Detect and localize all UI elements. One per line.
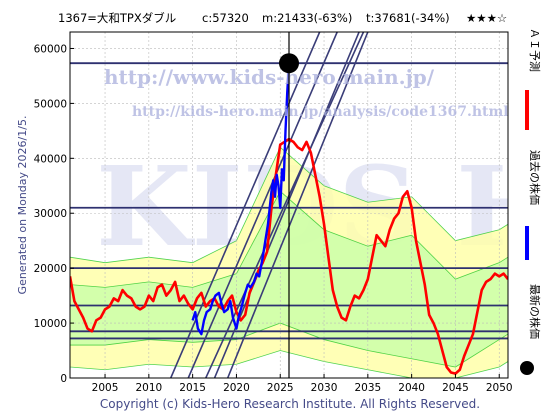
legend-label-latest: 最新の株価 <box>528 284 542 339</box>
header-target: t:37681(-34%) <box>366 11 450 25</box>
latest-price-marker <box>279 53 299 74</box>
x-tick-label: 2010 <box>135 382 162 394</box>
y-tick-label: 40000 <box>34 153 67 165</box>
x-tick-label: 2025 <box>267 382 294 394</box>
series-history-line <box>191 63 291 336</box>
x-tick-label: 2050 <box>486 382 513 394</box>
x-tick-label: 2005 <box>92 382 119 394</box>
y-tick-label: 20000 <box>34 263 67 275</box>
x-tick-label: 2015 <box>179 382 206 394</box>
header-code-name: 1367=大和TPXダブル <box>58 11 176 25</box>
watermark-page: http://kids-hero.main.jp/analysis/code13… <box>132 104 509 120</box>
y-tick-label: 60000 <box>34 43 67 55</box>
y-tick-label: 30000 <box>34 208 67 220</box>
x-tick-label: 2020 <box>223 382 250 394</box>
y-tick-label: 10000 <box>34 318 67 330</box>
header-min: m:21433(-63%) <box>262 11 352 25</box>
legend-label-history: 過去の株価 <box>528 150 542 205</box>
plot-border <box>69 31 509 379</box>
copyright-text: Copyright (c) Kids-Hero Research Institu… <box>100 397 480 411</box>
x-tick-label: 2045 <box>442 382 469 394</box>
x-tick-label: 2030 <box>311 382 338 394</box>
y-tick-label: 0 <box>60 373 67 385</box>
legend-label-prediction: ＡＩ予測 <box>528 28 542 72</box>
header-stars: ★★★☆ <box>466 11 507 25</box>
trend-channel-line <box>226 32 369 378</box>
legend-swatch-latest <box>520 361 534 375</box>
x-tick-label: 2035 <box>354 382 381 394</box>
legend: ＡＩ予測 過去の株価 最新の株価 <box>520 28 542 375</box>
generated-date-label: Generated on Monday 2026/1/5. <box>16 116 29 295</box>
x-tick-label: 2040 <box>398 382 425 394</box>
trend-channel-line <box>187 32 338 378</box>
y-axis-ticks: 0 10000 20000 30000 40000 50000 60000 <box>34 43 74 385</box>
x-axis-ticks: 2005 2010 2015 2020 2025 2030 2035 2040 2045 2050 <box>92 374 513 394</box>
trend-channel-line <box>205 32 365 378</box>
header-close: c:57320 <box>202 11 249 25</box>
y-tick-label: 50000 <box>34 98 67 110</box>
watermark-url: http://www.kids-hero.main.jp/ <box>104 65 435 89</box>
